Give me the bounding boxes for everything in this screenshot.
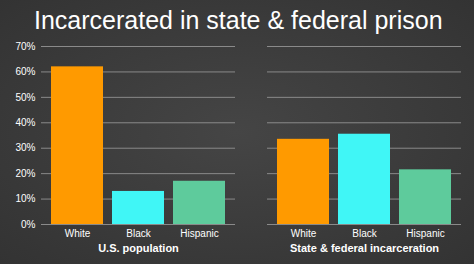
- svg-text:Black: Black: [126, 228, 151, 239]
- svg-text:20%: 20%: [15, 168, 35, 179]
- svg-text:10%: 10%: [15, 193, 35, 204]
- svg-text:State & federal incarceration: State & federal incarceration: [290, 242, 439, 254]
- svg-text:30%: 30%: [15, 142, 35, 153]
- svg-text:White: White: [291, 228, 317, 239]
- svg-text:White: White: [65, 228, 91, 239]
- svg-text:Hispanic: Hispanic: [406, 228, 444, 239]
- svg-text:0%: 0%: [21, 219, 36, 230]
- svg-text:Black: Black: [352, 228, 377, 239]
- svg-text:60%: 60%: [15, 66, 35, 77]
- svg-text:50%: 50%: [15, 92, 35, 103]
- svg-text:Hispanic: Hispanic: [180, 228, 218, 239]
- svg-text:70%: 70%: [15, 41, 35, 52]
- svg-text:40%: 40%: [15, 117, 35, 128]
- svg-text:U.S. population: U.S. population: [98, 242, 179, 254]
- html-text:Incarcerated in state & federa: Incarcerated in state & federal prison: [34, 6, 443, 34]
